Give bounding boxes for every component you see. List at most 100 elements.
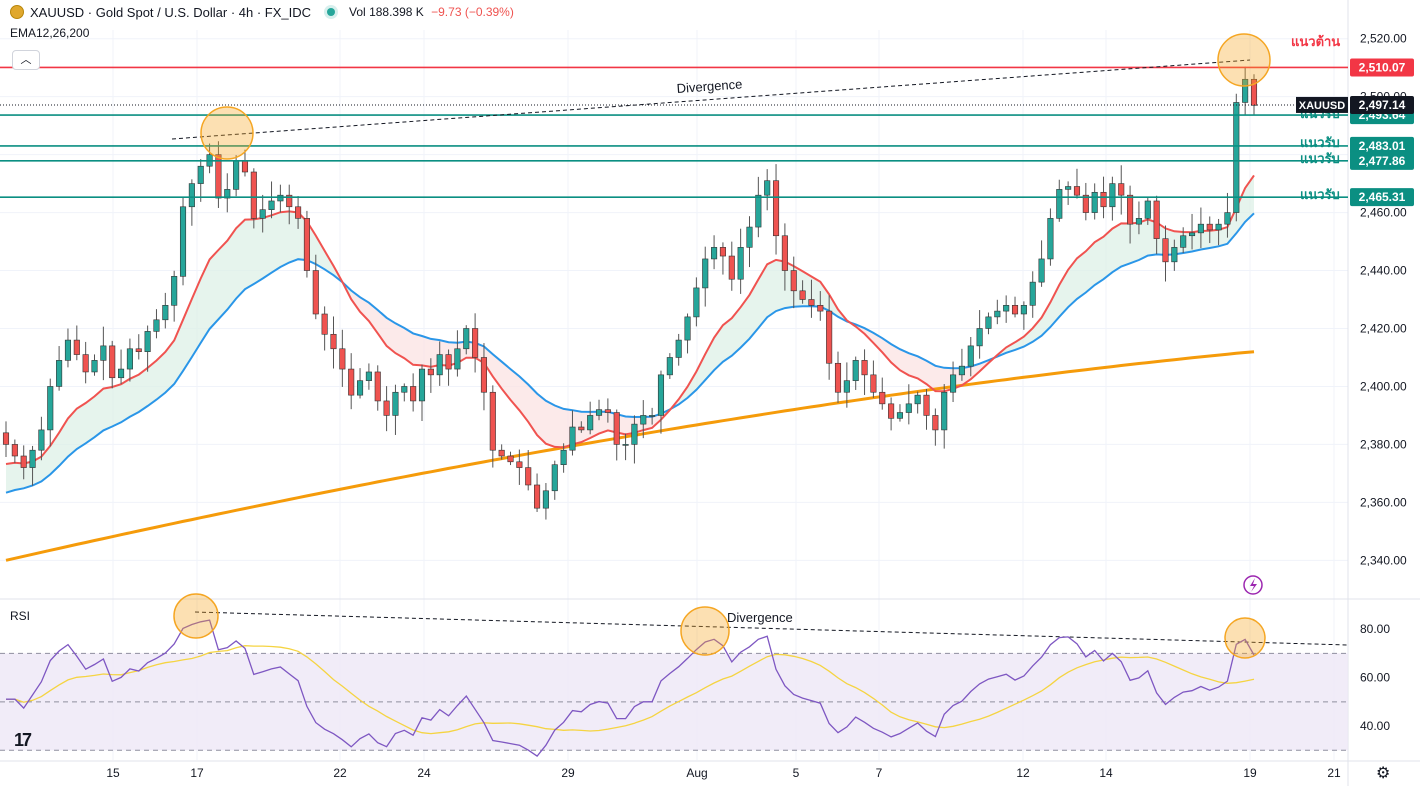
time-tick-label: 29	[561, 766, 575, 780]
price-divergence-line	[171, 59, 1251, 140]
candle-body	[781, 235, 788, 271]
candle-body	[569, 426, 576, 451]
support-tag	[1350, 188, 1414, 207]
support-value: 2,483.01	[1359, 139, 1406, 153]
rsi-divergence-line	[194, 611, 1349, 646]
candle-body	[100, 345, 107, 361]
candle-body	[197, 165, 204, 184]
candle-body	[383, 400, 390, 416]
candle-body	[843, 380, 850, 393]
last-symbol-tag	[1296, 96, 1348, 113]
candle-body	[277, 194, 284, 202]
support-tag	[1350, 136, 1414, 155]
price-tick-label: 2,360.00	[1360, 495, 1407, 509]
candle-body	[896, 412, 904, 419]
candle-body	[808, 299, 815, 306]
candle-body	[118, 368, 125, 379]
rsi-tick-label: 80.00	[1360, 622, 1390, 636]
chevron-up-icon: ︿	[20, 54, 32, 66]
candle-body	[675, 339, 682, 358]
candle-body	[976, 328, 983, 347]
candle-body	[1127, 194, 1134, 225]
candle-body	[250, 171, 257, 219]
time-tick-label: 7	[876, 766, 883, 780]
candle-body	[649, 415, 656, 417]
candle-body	[392, 391, 399, 416]
candle-body	[914, 394, 921, 405]
candle-body	[91, 360, 98, 373]
candle-body	[905, 403, 912, 413]
candle-body	[746, 226, 753, 248]
candle-body	[56, 360, 63, 387]
indicator-legend[interactable]: EMA12,26,200	[10, 26, 90, 40]
time-tick-label: 12	[1016, 766, 1030, 780]
candle-body	[445, 354, 452, 370]
candle-body	[790, 270, 797, 292]
candle-body	[29, 449, 36, 468]
candle-body	[888, 403, 895, 419]
gear-icon[interactable]: ⚙	[1376, 765, 1391, 782]
time-tick-label: 5	[793, 766, 800, 780]
candle-body	[534, 484, 541, 509]
candle-body	[684, 316, 691, 341]
price-tick-label: 2,420.00	[1360, 321, 1407, 335]
resistance-value: 2,510.07	[1359, 60, 1406, 74]
rsi-tick-label: 60.00	[1360, 671, 1390, 685]
candle-body	[73, 339, 80, 355]
price-tick-label: 2,520.00	[1360, 32, 1407, 46]
candle-body	[259, 209, 266, 219]
candle-body	[516, 461, 523, 468]
candle-body	[153, 319, 160, 332]
resistance-tag	[1350, 58, 1414, 77]
candle-body	[551, 464, 558, 492]
candle-body	[1011, 305, 1019, 315]
candle-body	[330, 333, 337, 350]
candle-body	[958, 365, 965, 376]
resistance-label: แนวต้าน	[1291, 34, 1340, 50]
price-tick-label: 2,460.00	[1360, 206, 1407, 220]
candle-body	[764, 180, 771, 196]
candle-body	[1073, 186, 1081, 196]
candle-body	[286, 194, 293, 208]
candle-body	[215, 154, 222, 199]
alert-lightning-icon	[1243, 575, 1263, 595]
highlight-circle	[173, 593, 219, 639]
divergence-trendlines: Divergence Divergence	[171, 59, 1349, 646]
candle-body	[348, 368, 355, 396]
support-label: แนวรับ	[1300, 136, 1340, 151]
candle-body	[1056, 189, 1063, 219]
rsi-lines	[6, 619, 1255, 757]
ema-lines	[5, 174, 1255, 562]
candle-body	[20, 455, 27, 468]
candle-body	[711, 247, 718, 260]
support-value: 2,477.86	[1359, 154, 1406, 168]
candle-body	[410, 386, 417, 402]
candle-body	[631, 423, 638, 445]
candle-body	[1100, 191, 1107, 208]
candle-body	[507, 455, 514, 463]
rsi-pane-label: RSI	[10, 609, 30, 623]
candle-body	[693, 287, 700, 318]
candle-body	[1180, 235, 1187, 248]
ema-cloud	[6, 175, 1254, 493]
symbol-title[interactable]: XAUUSD · Gold Spot / U.S. Dollar · 4h · …	[30, 4, 312, 20]
support-label: แนวรับ	[1300, 152, 1340, 167]
highlight-circles	[173, 33, 1271, 659]
last-price-value: 2,497.14	[1359, 98, 1406, 112]
last-price-tag	[1350, 95, 1414, 114]
collapse-legend-button[interactable]: ︿	[12, 50, 40, 70]
candle-body	[932, 415, 939, 431]
candle-body	[126, 348, 133, 370]
candle-body	[1224, 212, 1231, 225]
candles	[2, 66, 1258, 520]
candle-body	[1215, 223, 1222, 231]
candle-body	[640, 415, 647, 425]
ema200-line	[5, 350, 1255, 562]
candle-body	[303, 218, 310, 271]
candle-body	[1242, 78, 1249, 103]
candle-body	[1206, 223, 1213, 231]
highlight-circle	[1224, 617, 1266, 659]
candle-body	[171, 276, 178, 306]
candle-body	[870, 374, 877, 393]
